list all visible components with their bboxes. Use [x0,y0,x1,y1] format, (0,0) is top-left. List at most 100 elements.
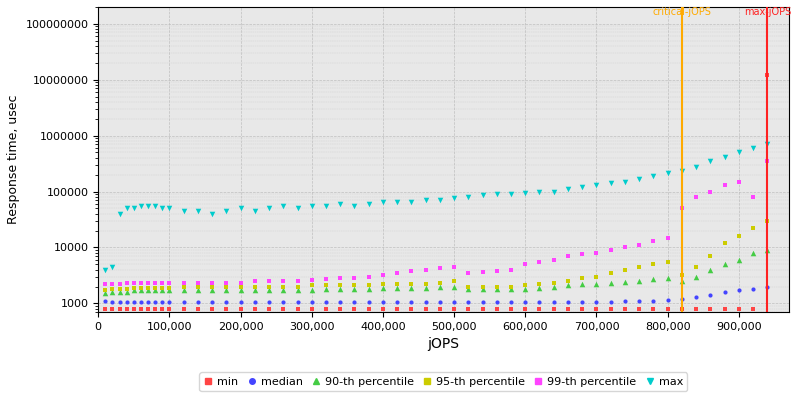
99-th percentile [462,270,474,276]
90-th percentile [277,287,290,294]
99-th percentile [191,280,204,286]
min [732,306,745,312]
max [127,205,140,212]
95-th percentile [390,281,403,287]
median [206,299,218,305]
min [576,306,589,312]
max [319,203,332,209]
min [590,306,603,312]
max [178,208,190,214]
90-th percentile [562,282,574,288]
median [590,299,603,305]
95-th percentile [476,283,489,290]
Text: max-jOPS: max-jOPS [744,7,791,17]
99-th percentile [99,281,112,287]
median [262,299,275,305]
99-th percentile [319,276,332,282]
max [434,197,446,203]
95-th percentile [249,283,262,290]
90-th percentile [362,286,375,292]
90-th percentile [419,284,432,291]
min [675,306,688,312]
99-th percentile [647,238,660,244]
90-th percentile [178,287,190,294]
90-th percentile [348,286,361,292]
90-th percentile [291,287,304,294]
min [134,306,147,312]
min [633,306,646,312]
95-th percentile [127,284,140,291]
min [113,306,126,312]
95-th percentile [604,270,617,276]
max [533,188,546,195]
95-th percentile [113,286,126,292]
99-th percentile [662,234,674,241]
90-th percentile [604,280,617,286]
max [113,210,126,217]
max [191,208,204,214]
max [377,199,390,205]
median [362,299,375,305]
median [134,299,147,305]
max [134,203,147,209]
min [505,306,518,312]
median [249,299,262,305]
min [490,306,503,312]
95-th percentile [562,278,574,284]
90-th percentile [127,287,140,294]
99-th percentile [476,269,489,276]
99-th percentile [718,182,731,188]
90-th percentile [306,287,318,294]
90-th percentile [675,278,688,284]
min [120,306,133,312]
99-th percentile [291,278,304,284]
max [448,195,461,202]
95-th percentile [675,272,688,278]
min [291,306,304,312]
95-th percentile [618,266,631,273]
min [448,306,461,312]
99-th percentile [604,247,617,253]
95-th percentile [746,225,759,232]
max [562,186,574,192]
99-th percentile [576,251,589,258]
90-th percentile [690,274,702,280]
90-th percentile [234,287,247,294]
99-th percentile [618,244,631,251]
median [405,299,418,305]
min [533,306,546,312]
median [306,299,318,305]
99-th percentile [234,280,247,286]
median [704,292,717,298]
95-th percentile [262,283,275,290]
median [761,283,774,290]
99-th percentile [690,194,702,200]
median [562,299,574,305]
min [704,306,717,312]
99-th percentile [732,178,745,185]
95-th percentile [490,283,503,290]
95-th percentile [377,281,390,287]
min [220,306,233,312]
min [604,306,617,312]
min [690,306,702,312]
90-th percentile [156,287,169,294]
median [120,299,133,305]
median [448,299,461,305]
Text: critical-jOPS: critical-jOPS [653,7,711,17]
min [377,306,390,312]
90-th percentile [134,287,147,294]
95-th percentile [306,282,318,288]
median [547,299,560,305]
min [334,306,346,312]
min [562,306,574,312]
99-th percentile [163,280,176,286]
95-th percentile [519,282,532,288]
min [178,306,190,312]
90-th percentile [761,247,774,253]
median [490,299,503,305]
90-th percentile [220,287,233,294]
median [576,299,589,305]
max [662,170,674,177]
median [690,294,702,300]
